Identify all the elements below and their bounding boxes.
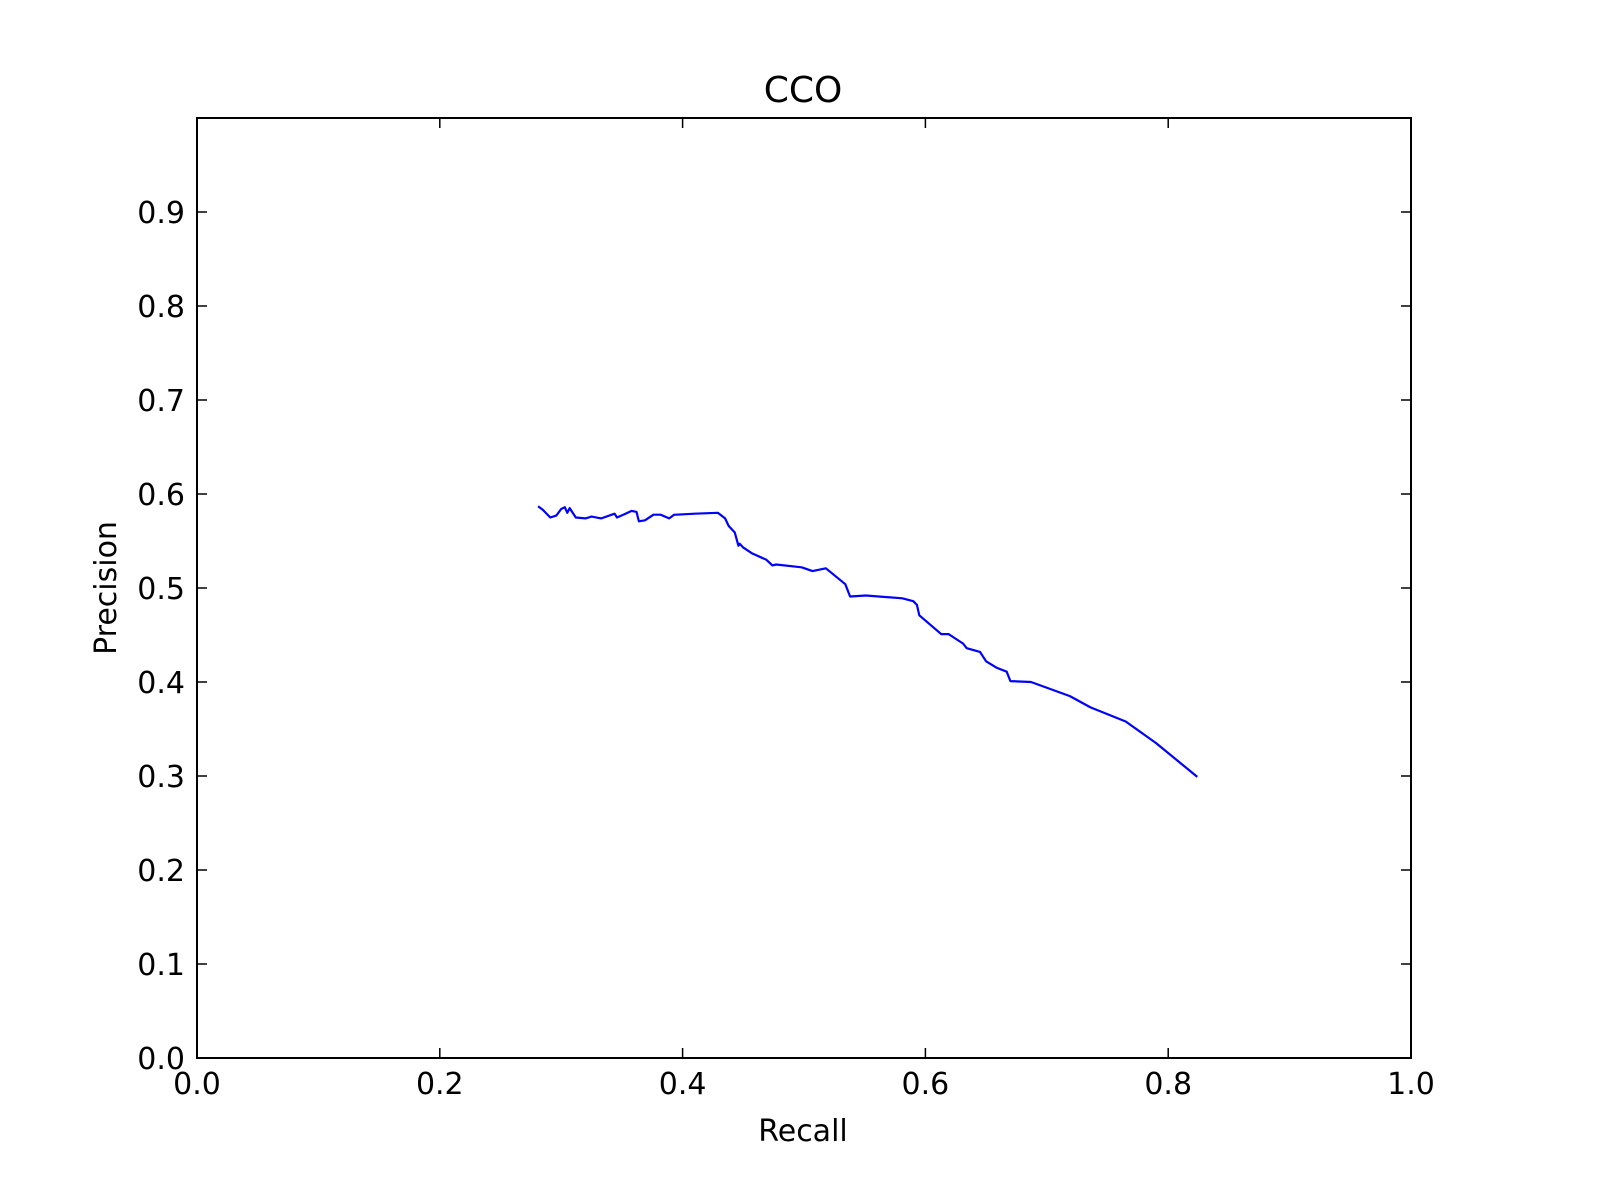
x-tick-label: 1.0 (1387, 1067, 1435, 1102)
y-tick-label: 0.4 (137, 666, 185, 701)
tick-labels: 0.0 0.2 0.4 0.6 0.8 1.0 0.0 0.1 0.2 0.3 0.4 0.5 0.6 0… (137, 196, 1435, 1102)
plot-frame (196, 117, 1412, 1059)
y-tick-label: 0.7 (137, 384, 185, 419)
y-tick-label: 0.0 (137, 1042, 185, 1077)
series-line-0 (537, 505, 1198, 778)
y-tick-label: 0.1 (137, 948, 185, 983)
x-tick-label: 0.6 (902, 1067, 950, 1102)
y-tick-label: 0.5 (137, 572, 185, 607)
y-tick-label: 0.8 (137, 290, 185, 325)
y-tick-label: 0.9 (137, 196, 185, 231)
x-tick-label: 0.0 (173, 1067, 221, 1102)
y-tick-label: 0.2 (137, 854, 185, 889)
x-axis-label: Recall (758, 1114, 848, 1149)
y-tick-label: 0.6 (137, 478, 185, 513)
axis-ticks (197, 118, 1411, 1058)
x-tick-label: 0.8 (1144, 1067, 1192, 1102)
y-tick-label: 0.3 (137, 760, 185, 795)
x-tick-label: 0.2 (416, 1067, 464, 1102)
y-axis-label: Precision (89, 521, 124, 655)
x-tick-label: 0.4 (659, 1067, 707, 1102)
chart-title: CCO (764, 70, 843, 111)
series-layer (537, 505, 1198, 778)
